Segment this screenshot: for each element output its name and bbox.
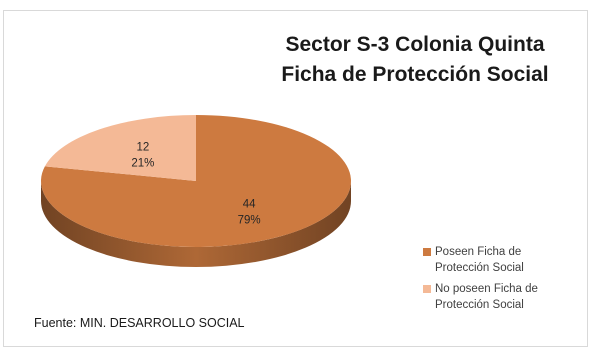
data-label-percent-1: 21% [131,158,154,170]
legend-label-no-poseen-line-2: Protección Social [435,299,524,311]
legend-swatch-no-poseen [423,285,431,293]
legend: Poseen Ficha de Protección Social No pos… [423,244,588,318]
legend-item-no-poseen: No poseen Ficha de Protección Social [423,281,588,313]
legend-label-poseen-line-2: Protección Social [435,262,524,274]
legend-label-no-poseen-line-1: No poseen Ficha de [435,283,538,295]
data-label-value-0: 44 [243,198,256,210]
chart-title-line-2: Ficha de Protección Social [281,63,549,86]
pie-slice-1 [44,115,197,181]
source-note: Fuente: MIN. DESARROLLO SOCIAL [34,316,245,330]
data-label-percent-0: 79% [238,214,261,226]
legend-item-poseen: Poseen Ficha de Protección Social [423,244,588,276]
data-label-value-1: 12 [136,142,149,154]
chart-title-line-1: Sector S-3 Colonia Quinta [285,33,545,56]
legend-label-poseen-line-1: Poseen Ficha de [435,246,522,258]
legend-swatch-poseen [423,248,431,256]
chart-title: Sector S-3 Colonia Quinta Ficha de Prote… [250,30,580,90]
pie-side-0 [41,181,351,267]
